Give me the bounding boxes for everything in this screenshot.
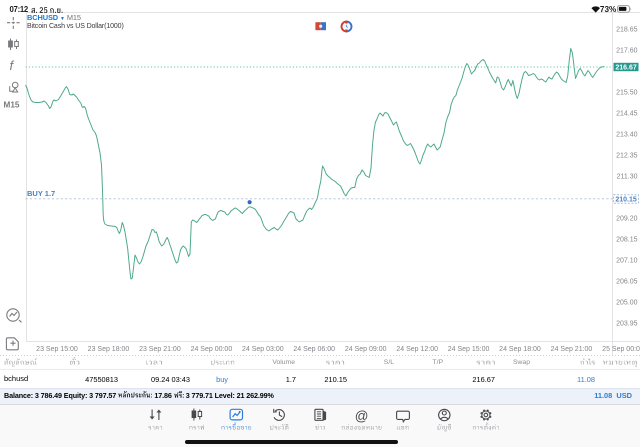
svg-text:23 Sep 18:00: 23 Sep 18:00 bbox=[88, 346, 130, 353]
svg-text:209.20: 209.20 bbox=[616, 216, 638, 223]
svg-text:206.05: 206.05 bbox=[616, 279, 638, 286]
svg-text:218.65: 218.65 bbox=[616, 27, 638, 34]
svg-text:205.00: 205.00 bbox=[616, 300, 638, 307]
svg-text:23 Sep 21:00: 23 Sep 21:00 bbox=[139, 346, 181, 353]
svg-text:24 Sep 09:00: 24 Sep 09:00 bbox=[345, 346, 387, 353]
svg-text:@: @ bbox=[355, 409, 369, 424]
svg-text:24 Sep 12:00: 24 Sep 12:00 bbox=[396, 346, 438, 353]
svg-text:24 Sep 18:00: 24 Sep 18:00 bbox=[499, 346, 541, 353]
svg-text:BUY 1.7: BUY 1.7 bbox=[27, 189, 55, 198]
svg-text:217.60: 217.60 bbox=[616, 48, 638, 55]
svg-text:215.50: 215.50 bbox=[616, 90, 638, 97]
svg-text:207.10: 207.10 bbox=[616, 258, 638, 265]
svg-text:24 Sep 03:00: 24 Sep 03:00 bbox=[242, 346, 284, 353]
svg-text:23 Sep 15:00: 23 Sep 15:00 bbox=[36, 346, 78, 353]
svg-text:203.95: 203.95 bbox=[616, 321, 638, 328]
svg-text:210.15: 210.15 bbox=[615, 197, 637, 204]
svg-text:211.30: 211.30 bbox=[617, 174, 638, 181]
svg-text:25 Sep 00:00: 25 Sep 00:00 bbox=[602, 346, 640, 353]
svg-text:f: f bbox=[10, 58, 15, 73]
svg-text:216.67: 216.67 bbox=[615, 65, 637, 72]
svg-text:24 Sep 06:00: 24 Sep 06:00 bbox=[293, 346, 335, 353]
svg-text:24 Sep 21:00: 24 Sep 21:00 bbox=[551, 346, 593, 353]
svg-text:213.40: 213.40 bbox=[616, 132, 638, 139]
svg-text:208.15: 208.15 bbox=[616, 237, 638, 244]
svg-text:212.35: 212.35 bbox=[616, 153, 638, 160]
svg-text:214.45: 214.45 bbox=[616, 111, 638, 118]
svg-text:24 Sep 00:00: 24 Sep 00:00 bbox=[191, 346, 233, 353]
svg-text:M15: M15 bbox=[4, 101, 20, 110]
svg-text:24 Sep 15:00: 24 Sep 15:00 bbox=[448, 346, 490, 353]
